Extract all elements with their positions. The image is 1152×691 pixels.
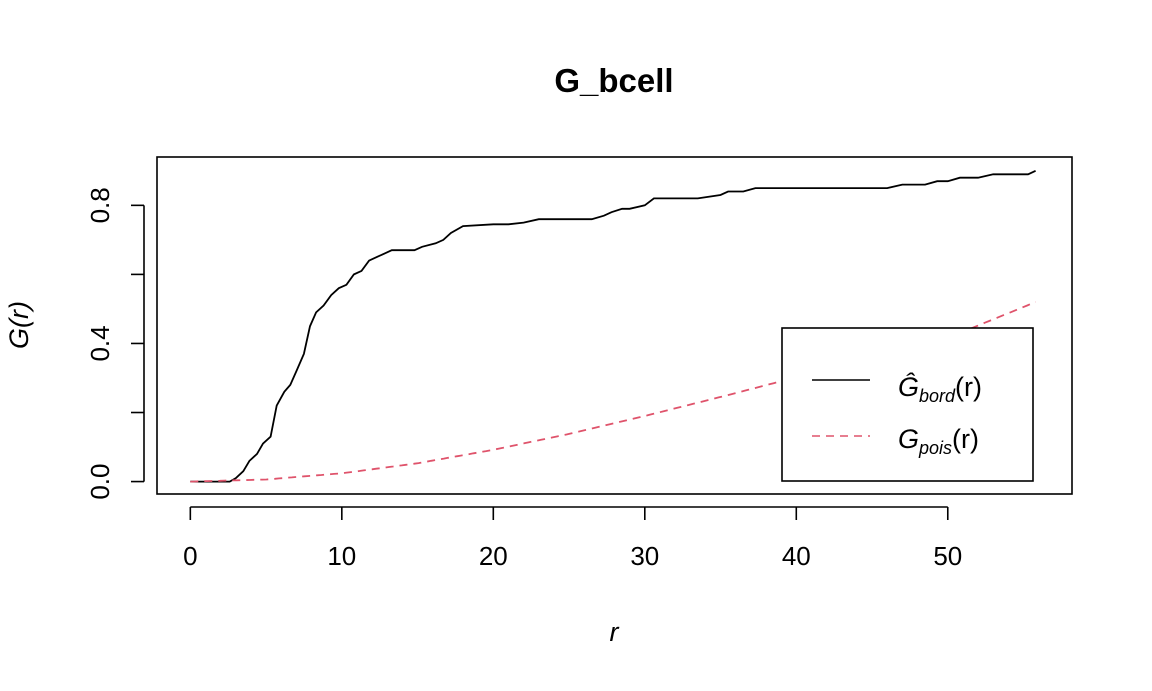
x-tick-label: 0 — [183, 541, 197, 571]
x-tick-label: 40 — [782, 541, 811, 571]
x-axis: 0 10 20 30 40 50 — [183, 506, 962, 571]
y-axis-label: G(r) — [4, 301, 34, 349]
y-tick-label: 0.0 — [85, 463, 115, 499]
x-tick-label: 10 — [327, 541, 356, 571]
series-line-observed — [190, 169, 1036, 483]
x-tick-label: 20 — [479, 541, 508, 571]
x-tick-label: 50 — [933, 541, 962, 571]
legend-box — [781, 327, 1034, 482]
chart-title: G_bcell — [554, 62, 673, 99]
legend-label-theoretical: Gpois(r) — [898, 424, 979, 458]
legend-label-observed: Ĝbord(r) — [898, 371, 982, 406]
legend: Ĝbord(r) Gpois(r) — [781, 327, 1034, 482]
y-tick-label: 0.4 — [85, 325, 115, 361]
x-tick-label: 30 — [630, 541, 659, 571]
y-tick-label: 0.8 — [85, 187, 115, 223]
plot-area-border — [156, 156, 1073, 495]
y-axis: 0.0 0.4 0.8 — [85, 187, 145, 500]
x-axis-label: r — [610, 617, 620, 647]
